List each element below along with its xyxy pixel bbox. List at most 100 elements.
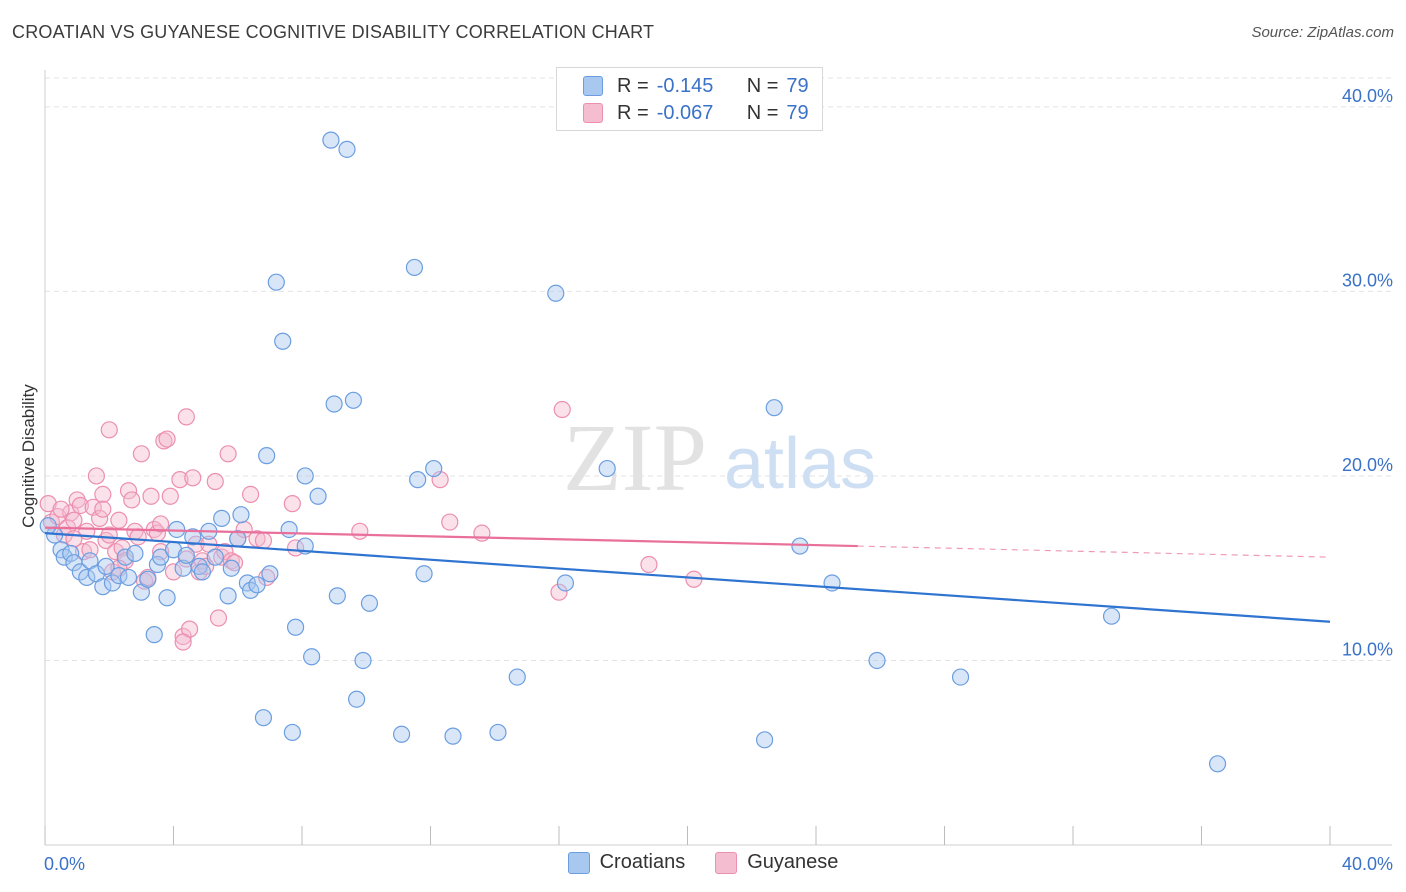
- guyanese-point: [216, 543, 234, 561]
- croatian-point: [126, 544, 144, 563]
- grid-lines: [45, 77, 1392, 661]
- croatian-point: [177, 546, 195, 564]
- guyanese-point: [553, 400, 571, 419]
- croatian-point: [190, 557, 208, 575]
- r-value: -0.067: [656, 101, 714, 124]
- legend-label-croatians: Croatians: [599, 851, 686, 873]
- guyanese-point: [100, 421, 118, 439]
- croatian-point: [325, 395, 343, 413]
- guyanese-point: [113, 539, 131, 557]
- croatian-point: [598, 459, 616, 478]
- croatian-point: [145, 626, 163, 644]
- y-tick-label: 30.0%: [1342, 270, 1393, 290]
- croatian-points: [39, 131, 1227, 773]
- guyanese-point: [119, 482, 138, 500]
- guyanese-trend-extension: [857, 545, 1331, 558]
- legend-item-guyanese[interactable]: Guyanese: [715, 851, 838, 874]
- croatian-point: [354, 651, 372, 670]
- trend-lines: [44, 526, 1331, 623]
- croatian-point: [425, 459, 443, 478]
- legend-row-croatians: R = -0.145 N = 79: [583, 73, 809, 99]
- r-label: R =: [617, 74, 649, 97]
- croatian-point: [405, 258, 424, 277]
- guyanese-trend-line: [44, 526, 858, 548]
- guyanese-point: [100, 526, 118, 544]
- croatian-point: [344, 391, 362, 409]
- croatian-point: [119, 568, 138, 587]
- croatian-point: [1208, 755, 1227, 773]
- guyanese-point: [129, 528, 147, 546]
- guyanese-point: [283, 495, 301, 513]
- croatian-point: [139, 570, 157, 588]
- croatian-point: [97, 557, 115, 575]
- source-label: Source: ZipAtlas.com: [1251, 24, 1394, 41]
- guyanese-point: [640, 555, 658, 574]
- croatian-point: [152, 548, 170, 566]
- croatian-point: [791, 537, 809, 555]
- guyanese-point: [123, 491, 141, 509]
- guyanese-point: [65, 530, 83, 548]
- guyanese-point: [65, 511, 83, 529]
- guyanese-point: [225, 554, 244, 572]
- guyanese-point: [206, 472, 224, 491]
- guyanese-point: [174, 633, 192, 651]
- n-label: N =: [746, 101, 779, 124]
- croatian-point: [62, 544, 80, 563]
- croatian-point: [951, 668, 970, 686]
- guyanese-point: [441, 513, 459, 531]
- croatian-point: [296, 467, 314, 485]
- guyanese-point: [351, 522, 369, 540]
- guyanese-point: [52, 500, 70, 518]
- croatian-point: [309, 487, 327, 505]
- guyanese-point: [242, 485, 260, 504]
- guyanese-point: [209, 609, 228, 627]
- chart-title: CROATIAN VS GUYANESE COGNITIVE DISABILIT…: [12, 22, 655, 42]
- n-value: 79: [786, 101, 809, 124]
- n-label: N =: [746, 74, 779, 97]
- croatian-point: [755, 731, 774, 749]
- croatian-point: [184, 528, 202, 546]
- guyanese-point: [184, 469, 202, 487]
- guyanese-point: [142, 487, 160, 505]
- guyanese-swatch: [583, 103, 603, 123]
- guyanese-point: [74, 543, 93, 561]
- croatian-point: [360, 594, 379, 612]
- croatian-trend-line: [44, 532, 1331, 623]
- croatian-point: [556, 574, 575, 592]
- croatian-point: [193, 563, 212, 581]
- croatian-point: [261, 565, 279, 583]
- legend-row-guyanese: R = -0.067 N = 79: [583, 100, 809, 126]
- guyanese-point: [94, 485, 112, 504]
- guyanese-point: [161, 487, 179, 505]
- croatian-point: [274, 332, 292, 350]
- croatian-point: [765, 399, 783, 417]
- guyanese-point: [87, 467, 106, 485]
- watermark-atlas: atlas: [724, 424, 876, 504]
- guyanese-point: [132, 445, 150, 463]
- x-tick-label: 40.0%: [1342, 854, 1393, 874]
- croatian-point: [1102, 607, 1121, 625]
- croatian-point: [213, 509, 231, 527]
- watermark-zip: ZIP: [563, 404, 707, 511]
- croatian-point: [219, 587, 237, 605]
- guyanese-point: [152, 515, 170, 533]
- croatian-point: [254, 709, 273, 727]
- croatian-point: [348, 690, 366, 708]
- y-axis-label: Cognitive Disability: [19, 384, 38, 528]
- croatian-point: [248, 576, 266, 594]
- guyanese-point: [164, 563, 183, 581]
- croatian-point: [280, 520, 298, 539]
- croatian-point: [78, 568, 96, 587]
- croatian-point: [489, 723, 507, 742]
- croatian-point: [328, 587, 346, 605]
- croatian-point: [322, 131, 340, 149]
- guyanese-point: [177, 550, 195, 568]
- r-value: -0.145: [656, 74, 714, 97]
- guyanese-point: [110, 511, 128, 529]
- croatian-point: [267, 273, 285, 291]
- guyanese-point: [177, 408, 195, 426]
- guyanese-point: [171, 471, 189, 489]
- legend-item-croatians[interactable]: Croatians: [567, 851, 686, 874]
- guyanese-point: [550, 583, 568, 601]
